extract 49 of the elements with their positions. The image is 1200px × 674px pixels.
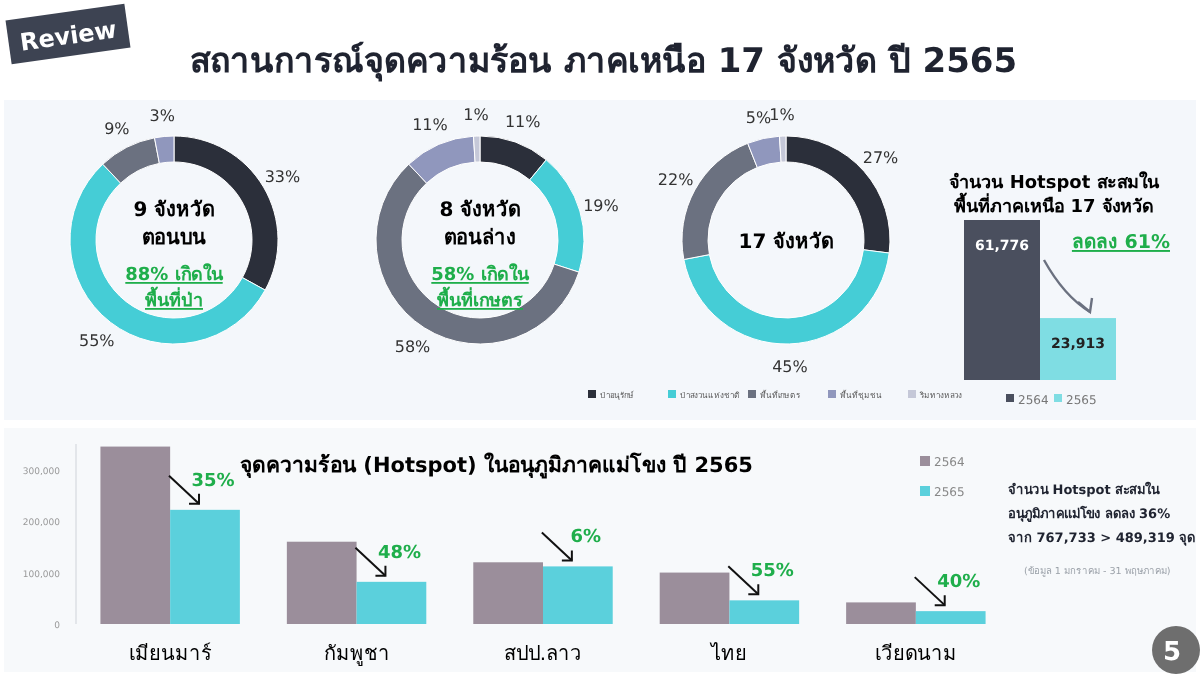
data-label: 33% [264,167,302,186]
text: พื้นที่เกษตร [437,286,523,312]
bar [286,541,357,624]
data-label: 9% [104,119,131,138]
bar [473,562,543,624]
data-label: 22% [657,171,695,190]
bar [729,600,800,624]
bar [356,581,427,624]
annotation: 55% [750,562,794,583]
bar [915,611,986,624]
annotation: 48% [377,543,421,564]
annotation: ลดลง 61% [1071,232,1171,254]
data-label: 19% [583,196,620,215]
data-label: 11% [504,113,542,132]
text: ตอนล่าง [444,226,516,250]
data-label: 3% [149,106,176,125]
data-label: 27% [862,148,900,167]
bar [170,509,240,624]
bar [846,602,916,624]
x-tick-label: กัมพูชา [323,644,390,666]
text: สถานการณ์จุดความร้อน ภาคเหนือ 17 จังหวัด ปี 2565 [190,40,1018,82]
text: 58% เกิดใน [431,262,531,286]
annotation: 6% [570,528,602,549]
text: พื้นที่ป่า [145,286,203,312]
data-label: 5% [745,109,772,128]
review-badge: Review [5,3,131,65]
text: จุดความร้อน (Hotspot) ในอนุภูมิภาคแม่โขง ปี 2565 [240,450,753,480]
text: 9 จังหวัด [133,198,215,222]
x-tick-label: ไทย [709,642,748,666]
annotation: 40% [937,573,981,594]
data-label: 1% [463,106,490,125]
text: 17 จังหวัด [738,230,834,254]
data-label: 55% [78,331,116,350]
bar [543,566,613,624]
x-tick-label: สปป.ลาว [503,644,583,666]
data-label: 11% [412,116,449,135]
chart-title: จำนวน Hotspot สะสมใน พื้นที่ภาคเหนือ 17 จังหวัด [949,170,1161,218]
text: 88% เกิดใน [125,262,225,286]
text: 8 จังหวัด [439,198,521,222]
bar [659,572,730,624]
text: ตอนบน [142,228,206,250]
x-tick-label: เมียนมาร์ [129,642,214,666]
bar [100,446,171,624]
data-label: 58% [394,338,432,357]
data-label: 45% [772,357,809,376]
text: 5 [1162,638,1182,668]
x-tick-label: เวียดนาม [874,642,957,666]
data-label: 1% [769,106,796,125]
annotation: 35% [191,471,235,492]
